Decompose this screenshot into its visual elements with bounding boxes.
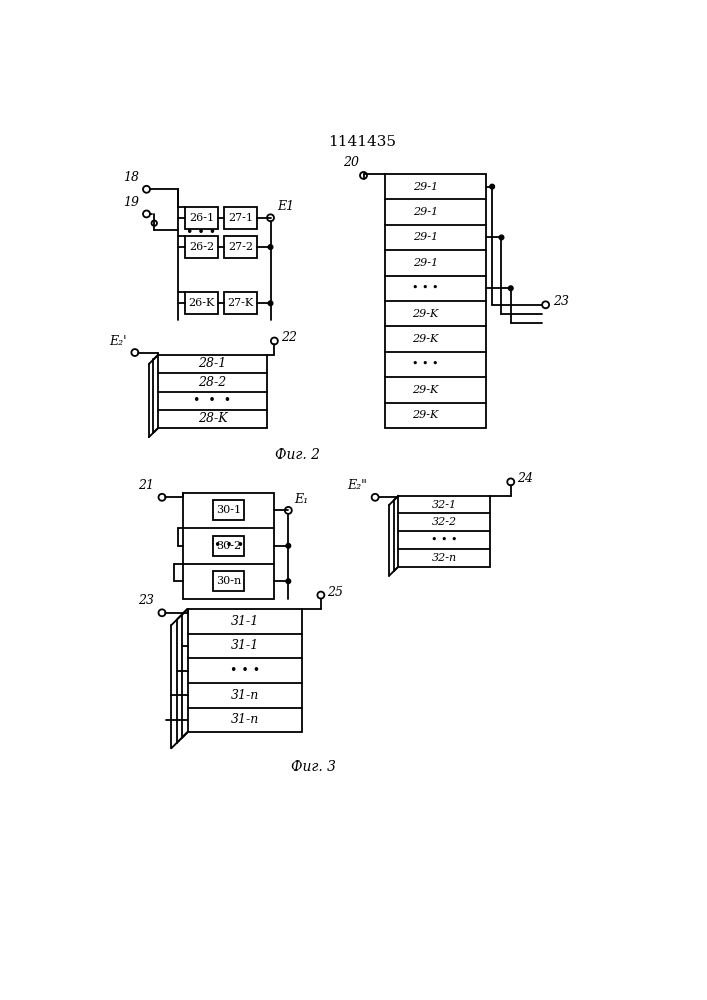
- Circle shape: [499, 235, 504, 240]
- Text: • • •: • • •: [412, 359, 439, 369]
- Text: 32-n: 32-n: [431, 553, 457, 563]
- Text: 29-1: 29-1: [413, 258, 438, 268]
- Text: 29-1: 29-1: [413, 207, 438, 217]
- Text: 26-1: 26-1: [189, 213, 214, 223]
- Text: 26-K: 26-K: [188, 298, 215, 308]
- Text: E₁: E₁: [295, 493, 309, 506]
- Text: 21: 21: [139, 479, 154, 492]
- Bar: [185, 236, 218, 258]
- Bar: [213, 536, 244, 556]
- Bar: [224, 236, 257, 258]
- Text: 25: 25: [327, 586, 343, 599]
- Circle shape: [286, 579, 291, 584]
- Bar: [224, 207, 257, 229]
- Text: 28-K: 28-K: [197, 412, 227, 425]
- Text: E₂": E₂": [348, 479, 368, 492]
- Circle shape: [268, 301, 273, 306]
- Text: • • •: • • •: [412, 283, 439, 293]
- Bar: [187, 609, 303, 732]
- Circle shape: [490, 184, 494, 189]
- Text: 27-K: 27-K: [227, 298, 253, 308]
- Bar: [183, 493, 274, 599]
- Text: 1141435: 1141435: [328, 135, 396, 149]
- Text: 23: 23: [139, 594, 154, 607]
- Circle shape: [508, 286, 513, 291]
- Bar: [213, 571, 244, 591]
- Text: • • •: • • •: [214, 539, 244, 552]
- Bar: [158, 355, 267, 428]
- Text: 30-n: 30-n: [216, 576, 241, 586]
- Text: 29-1: 29-1: [413, 182, 438, 192]
- Text: 29-1: 29-1: [413, 232, 438, 242]
- Text: 31-1: 31-1: [230, 615, 259, 628]
- Text: 27-2: 27-2: [228, 242, 253, 252]
- Text: Фиг. 3: Фиг. 3: [291, 760, 336, 774]
- Text: 19: 19: [123, 196, 139, 209]
- Bar: [224, 292, 257, 314]
- Text: E1: E1: [276, 200, 294, 213]
- Text: • • •: • • •: [431, 535, 457, 545]
- Circle shape: [286, 544, 291, 548]
- Text: 29-K: 29-K: [412, 385, 438, 395]
- Text: 28-2: 28-2: [198, 376, 226, 389]
- Text: 18: 18: [123, 171, 139, 184]
- Circle shape: [268, 245, 273, 249]
- Text: • • •: • • •: [230, 664, 260, 677]
- Bar: [213, 500, 244, 520]
- Text: 22: 22: [281, 331, 296, 344]
- Text: 30-1: 30-1: [216, 505, 241, 515]
- Text: 31-n: 31-n: [230, 689, 259, 702]
- Bar: [185, 207, 218, 229]
- Text: 26-2: 26-2: [189, 242, 214, 252]
- Text: 20: 20: [343, 156, 359, 169]
- Bar: [385, 174, 486, 428]
- Bar: [185, 292, 218, 314]
- Text: 32-2: 32-2: [431, 517, 457, 527]
- Text: E₂': E₂': [110, 335, 127, 348]
- Text: 28-1: 28-1: [198, 357, 226, 370]
- Text: 24: 24: [517, 472, 533, 485]
- Text: 31-1: 31-1: [230, 639, 259, 652]
- Bar: [398, 496, 490, 567]
- Text: •  •  •: • • •: [193, 394, 231, 407]
- Text: 30-2: 30-2: [216, 541, 241, 551]
- Text: 29-K: 29-K: [412, 309, 438, 319]
- Text: 31-n: 31-n: [230, 713, 259, 726]
- Text: • • •: • • •: [187, 226, 216, 239]
- Text: 32-1: 32-1: [431, 500, 457, 510]
- Text: 29-K: 29-K: [412, 334, 438, 344]
- Text: 29-K: 29-K: [412, 410, 438, 420]
- Text: 23: 23: [554, 295, 569, 308]
- Text: Фиг. 2: Фиг. 2: [275, 448, 320, 462]
- Text: 27-1: 27-1: [228, 213, 253, 223]
